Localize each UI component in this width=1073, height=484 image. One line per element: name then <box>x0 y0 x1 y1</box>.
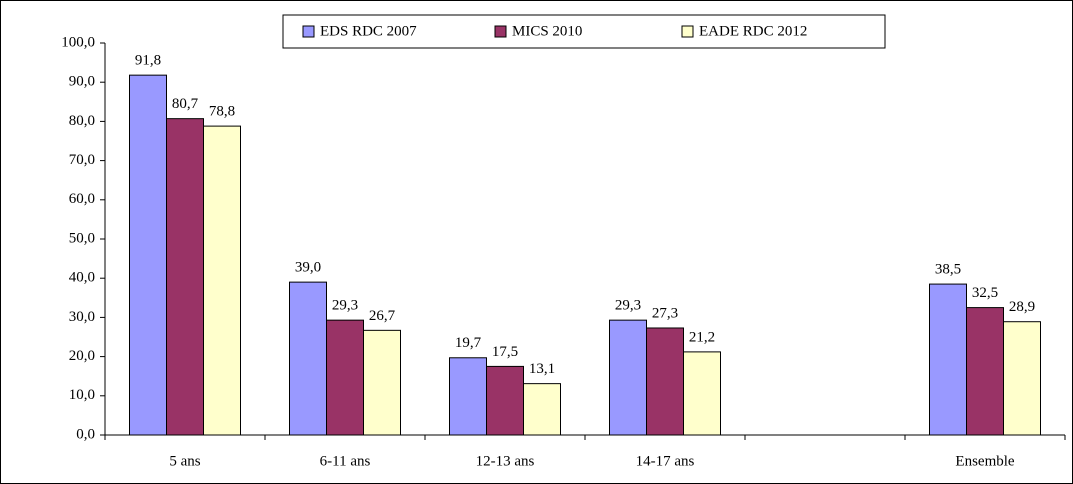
value-label: 32,5 <box>972 285 998 301</box>
y-tick-label: 10,0 <box>69 387 95 403</box>
x-tick-label: 14-17 ans <box>636 453 695 469</box>
value-label: 21,2 <box>689 329 715 345</box>
legend-swatch <box>681 25 694 38</box>
bar <box>486 365 524 436</box>
bar <box>1003 321 1041 436</box>
bar <box>966 307 1004 436</box>
value-label: 17,5 <box>492 344 518 360</box>
y-tick-label: 0,0 <box>76 426 95 442</box>
x-tick-label: 12-13 ans <box>476 453 535 469</box>
legend-label: EADE RDC 2012 <box>699 23 807 39</box>
bar <box>166 118 204 436</box>
legend-box <box>282 14 886 49</box>
bar <box>523 383 561 436</box>
bar <box>449 357 487 436</box>
legend-label: EDS RDC 2007 <box>320 23 417 39</box>
y-tick-label: 20,0 <box>69 348 95 364</box>
value-label: 39,0 <box>295 260 321 276</box>
value-label: 27,3 <box>652 305 678 321</box>
value-label: 38,5 <box>935 262 961 278</box>
legend-swatch <box>302 25 315 38</box>
value-label: 13,1 <box>529 361 555 377</box>
x-tick-label: 6-11 ans <box>320 453 371 469</box>
bar <box>929 283 967 436</box>
x-tick-label: 5 ans <box>169 453 200 469</box>
legend-label: MICS 2010 <box>512 23 582 39</box>
x-tick-label: Ensemble <box>955 453 1014 469</box>
bar <box>129 74 167 436</box>
bar <box>326 319 364 436</box>
value-label: 80,7 <box>172 96 199 112</box>
y-tick-label: 60,0 <box>69 191 95 207</box>
bar <box>683 351 721 436</box>
legend-swatch <box>494 25 507 38</box>
value-label: 19,7 <box>455 335 482 351</box>
bar <box>203 125 241 436</box>
y-tick-label: 50,0 <box>69 230 95 246</box>
value-label: 26,7 <box>369 308 396 324</box>
bar <box>289 281 327 436</box>
y-tick-label: 40,0 <box>69 270 95 286</box>
y-tick-label: 100,0 <box>61 34 95 50</box>
value-label: 28,9 <box>1009 299 1035 315</box>
value-label: 29,3 <box>332 298 358 314</box>
value-label: 91,8 <box>135 53 161 69</box>
bar <box>646 327 684 436</box>
y-tick-label: 30,0 <box>69 309 95 325</box>
bar <box>363 329 401 436</box>
y-tick-label: 90,0 <box>69 74 95 90</box>
value-label: 29,3 <box>615 298 641 314</box>
bar <box>609 319 647 436</box>
y-tick-label: 70,0 <box>69 152 95 168</box>
value-label: 78,8 <box>209 104 235 120</box>
y-tick-label: 80,0 <box>69 113 95 129</box>
